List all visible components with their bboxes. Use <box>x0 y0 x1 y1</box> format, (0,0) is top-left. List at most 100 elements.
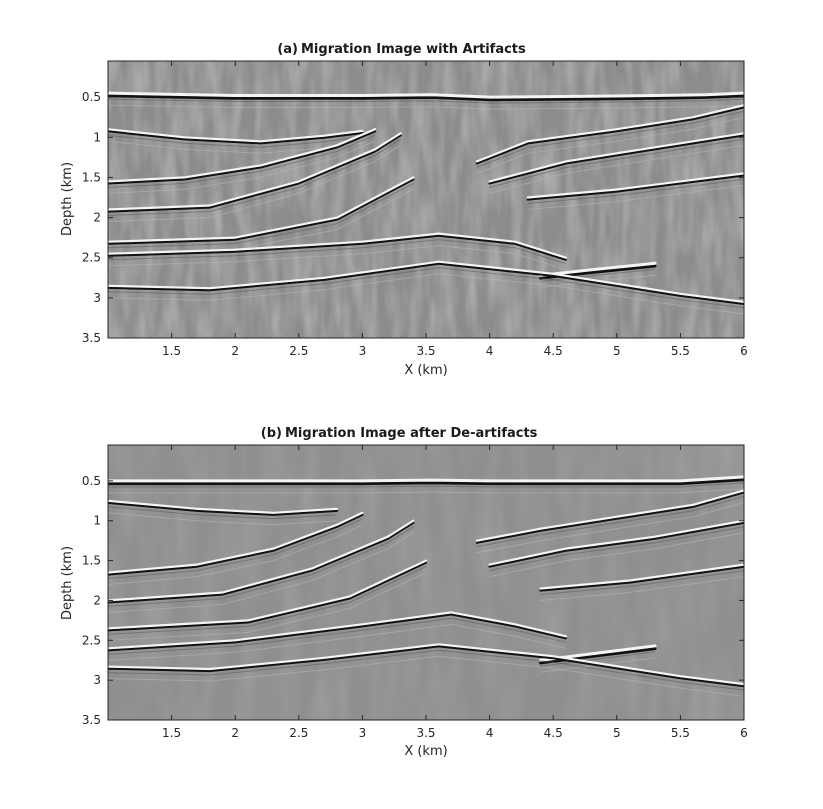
reflector-left-dip-1-peak <box>108 499 339 514</box>
reflector-right-dip-3-ringing <box>527 178 744 204</box>
reflector-right-dip-2-ringing <box>489 526 744 572</box>
reflector-deep-1-ringing <box>108 617 567 655</box>
reflector-right-dip-2-trough <box>488 134 744 185</box>
reflector-left-dip-2-ringing <box>108 134 376 188</box>
x-tick-label: 3.5 <box>416 726 435 740</box>
x-tick-label: 5 <box>613 726 621 740</box>
reflector-right-dip-1-peak <box>475 104 744 163</box>
panel-b-label: (b) <box>261 426 282 441</box>
panel-b-y-axis: 0.5 1 1.5 2 2.5 3 3.5 <box>82 474 744 727</box>
x-tick-label: 3 <box>359 344 367 358</box>
reflector-left-dip-2-trough <box>108 513 364 576</box>
x-tick-label: 6 <box>740 344 748 358</box>
panel-a-y-axis: 0.5 1 1.5 2 2.5 3 3.5 <box>82 90 744 345</box>
reflector-left-dip-2-ringing <box>108 518 363 579</box>
reflector-left-dip-4-trough <box>108 561 428 632</box>
reflector-seabed-ringing <box>108 104 744 110</box>
y-tick-label: 1.5 <box>82 554 101 568</box>
reflector-right-dip-2-ringing <box>489 144 744 194</box>
reflector-basement-ringing <box>108 267 744 309</box>
x-tick-label: 2.5 <box>289 344 308 358</box>
reflector-left-dip-4-ringing <box>108 572 427 641</box>
reflector-right-dip-3-peak <box>526 172 744 199</box>
reflector-right-dip-3-ringing <box>527 184 744 210</box>
x-tick-label: 4 <box>486 344 494 358</box>
x-tick-label: 2.5 <box>289 726 308 740</box>
y-tick-label: 2.5 <box>82 251 101 265</box>
x-tick-label: 2 <box>231 344 239 358</box>
x-tick-label: 5 <box>613 344 621 358</box>
reflector-right-dip-3-peak <box>539 563 744 590</box>
reflector-right-dip-2-ringing <box>489 532 744 578</box>
reflector-left-dip-2-ringing <box>108 524 363 585</box>
reflector-left-dip-1-trough <box>108 501 339 516</box>
reflector-right-dip-2-trough <box>488 521 744 568</box>
reflector-deep-1-trough <box>108 234 567 261</box>
panel-a-ylabel: Depth (km) <box>60 162 75 236</box>
panel-a-xlabel: X (km) <box>404 363 447 378</box>
reflector-deep-1-peak <box>108 232 567 259</box>
reflector-deep-1-ringing <box>108 245 567 271</box>
reflector-right-dip-2-peak <box>488 519 744 566</box>
reflector-left-dip-2-trough <box>108 130 377 185</box>
reflector-left-dip-3-trough <box>108 134 402 213</box>
reflector-right-dip-2-ringing <box>489 138 744 188</box>
panel-b-image <box>108 445 744 720</box>
y-tick-label: 1 <box>93 130 101 144</box>
reflector-seabed-peak <box>108 475 744 483</box>
panel-b-x-axis: 1.5 2 2.5 3 3.5 4 4.5 5 5.5 6 <box>162 445 748 740</box>
y-tick-label: 0.5 <box>82 474 101 488</box>
y-tick-label: 3 <box>93 291 101 305</box>
reflector-seabed-peak <box>108 91 744 99</box>
reflector-left-dip-3-ringing <box>108 138 401 216</box>
reflector-right-dip-1-trough <box>475 106 744 165</box>
panel-a-label: (a) <box>277 42 298 57</box>
reflector-left-dip-4-ringing <box>108 566 427 635</box>
reflector-basement-peak <box>108 260 744 303</box>
reflector-basement-peak <box>108 643 744 686</box>
panel-a-image <box>108 61 744 338</box>
panel-a-x-axis: 1.5 2 2.5 3 3.5 4 4.5 5 5.5 6 <box>162 61 748 358</box>
reflector-basement-trough <box>108 645 744 688</box>
reflector-right-dip-3-ringing <box>540 570 744 595</box>
reflector-basement-trough <box>108 262 744 305</box>
reflector-seabed-trough <box>108 478 744 486</box>
reflector-deep-1-peak <box>108 611 567 650</box>
reflector-left-dip-1-peak <box>108 128 364 143</box>
reflector-left-dip-2-ringing <box>108 140 376 194</box>
y-tick-label: 2 <box>93 211 101 225</box>
reflector-right-dip-2-peak <box>488 132 744 183</box>
x-tick-label: 2 <box>231 726 239 740</box>
panel-b: (b) Migration Image after De-artifacts 1… <box>60 426 748 759</box>
x-tick-label: 1.5 <box>162 726 181 740</box>
reflector-left-dip-3-trough <box>108 521 415 604</box>
panel-b-ylabel: Depth (km) <box>60 546 75 620</box>
reflector-right-dip-3-trough <box>539 565 744 592</box>
reflector-basement-ringing <box>108 655 744 697</box>
reflector-left-dip-1-ringing <box>108 512 338 526</box>
reflector-left-dip-3-ringing <box>108 526 414 607</box>
y-tick-label: 1 <box>93 514 101 528</box>
reflector-basement-ringing <box>108 649 744 691</box>
reflector-right-dip-3-ringing <box>540 576 744 601</box>
y-tick-label: 3 <box>93 673 101 687</box>
reflector-left-dip-4-peak <box>108 176 415 243</box>
reflector-left-dip-4-peak <box>108 559 428 630</box>
reflector-right-dip-1-peak <box>475 489 744 542</box>
panel-a-reflectors <box>108 91 744 315</box>
panel-b-xlabel: X (km) <box>404 744 447 759</box>
reflector-basement-ringing <box>108 273 744 315</box>
reflector-right-dip-1-ringing <box>476 116 744 174</box>
x-tick-label: 5.5 <box>671 344 690 358</box>
reflector-seabed-ringing <box>108 98 744 104</box>
reflector-left-dip-3-ringing <box>108 532 414 613</box>
y-tick-label: 3.5 <box>82 713 101 727</box>
x-tick-label: 5.5 <box>671 726 690 740</box>
panel-b-reflectors <box>108 475 744 697</box>
reflector-left-dip-3-peak <box>108 519 415 602</box>
reflector-left-dip-3-ringing <box>108 144 401 222</box>
x-tick-label: 6 <box>740 726 748 740</box>
x-tick-label: 1.5 <box>162 344 181 358</box>
x-tick-label: 3.5 <box>416 344 435 358</box>
